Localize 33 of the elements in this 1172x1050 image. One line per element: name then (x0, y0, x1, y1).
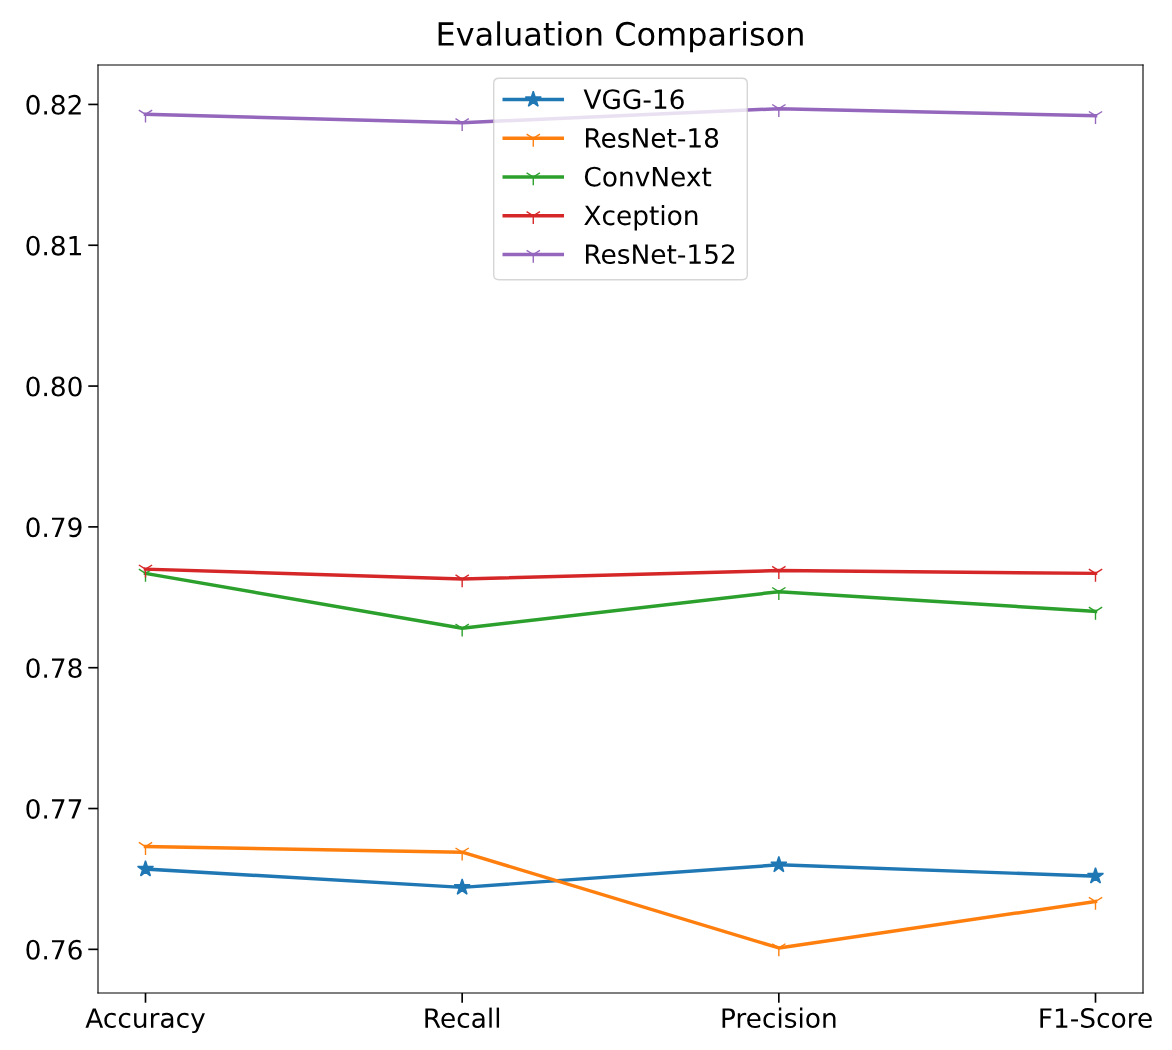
y-tick-label: 0.82 (26, 94, 81, 115)
chart-title: Evaluation Comparison (438, 21, 803, 53)
point (1088, 606, 1103, 621)
point (771, 565, 787, 580)
x-tick-label: F1-Score (1040, 1008, 1152, 1029)
legend-label: Xception (584, 204, 698, 231)
point (454, 847, 470, 862)
x-tick-label: Accuracy (85, 1008, 205, 1034)
y-tick-label: 0.76 (26, 939, 82, 960)
point (1088, 896, 1103, 911)
point (771, 586, 787, 601)
legend-label: ConvNext (584, 166, 712, 187)
legend-label: ResNet-152 (586, 244, 735, 265)
y-tick-label: 0.79 (26, 517, 82, 538)
point (771, 943, 787, 957)
point (1088, 568, 1103, 583)
y-tick-label: 0.78 (26, 658, 82, 679)
point (1088, 110, 1103, 125)
point (138, 564, 153, 579)
y-tick-label: 0.81 (26, 235, 81, 256)
x-tick-label: Precision (722, 1007, 836, 1029)
legend-label: ResNet-18 (586, 127, 719, 148)
y-tick-label: 0.80 (26, 376, 82, 397)
point (454, 574, 470, 589)
point (138, 841, 153, 856)
point (454, 117, 470, 132)
x-tick-label: Recall (425, 1007, 500, 1029)
point (138, 568, 153, 583)
y-tick-label: 0.77 (26, 798, 82, 819)
point (771, 103, 787, 118)
legend-label: VGG-16 (583, 89, 684, 110)
point (138, 109, 153, 124)
point (454, 623, 470, 638)
